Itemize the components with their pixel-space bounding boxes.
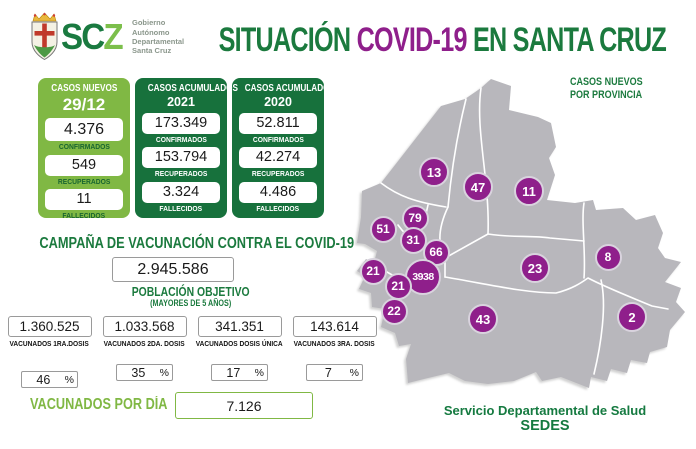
card-title: CASOS NUEVOS [50, 82, 117, 94]
card-casos-nuevos: CASOS NUEVOS 29/12 4.376 CONFIRMADOS 549… [38, 78, 130, 221]
stat-label: RECUPERADOS [154, 169, 208, 179]
page-title: SITUACIÓN COVID-19 EN SANTA CRUZ [218, 20, 666, 59]
stat-label: RECUPERADOS [251, 169, 305, 179]
percent-sign: % [64, 373, 74, 386]
stat-value: 549 [45, 154, 123, 176]
sedes-name: Servicio Departamental de Salud [443, 403, 647, 418]
dose-label: VACUNADOS 1RA.DOSIS [9, 341, 90, 348]
target-population-value: 2.945.586 [112, 257, 234, 282]
stat-value: 173.349 [142, 112, 220, 134]
dose-column-1: 1.360.525 VACUNADOS 1RA.DOSIS [2, 316, 97, 348]
per-day-label: VACUNADOS POR DÍA [30, 396, 168, 413]
stat-value: 4.486 [239, 181, 317, 203]
dose-value: 341.351 [197, 316, 282, 337]
legend-line-1: CASOS NUEVOS [570, 76, 643, 88]
card-title: CASOS ACUMULADOS [147, 82, 238, 94]
sedes-footer: Servicio Departamental de Salud SEDES [400, 403, 690, 434]
dose-column-4: 143.614 VACUNADOS 3RA. DOSIS [287, 316, 382, 348]
stat-label: FALLECIDOS [256, 203, 300, 213]
card-title: CASOS ACUMULADOS [244, 82, 335, 94]
dose-label: VACUNADOS DOSIS ÚNICA [196, 341, 283, 348]
percent-sign: % [159, 366, 169, 379]
card-subtitle: 2021 [167, 94, 195, 109]
percent-sign: % [254, 366, 264, 379]
card-acumulados-2020: CASOS ACUMULADOS 2020 52.811 CONFIRMADOS… [232, 78, 335, 218]
percent-sign: % [349, 366, 359, 379]
logo-subtitle: Gobierno Autónomo Departamental Santa Cr… [132, 18, 185, 56]
dose-label: VACUNADOS 2DA. DOSIS [103, 341, 186, 348]
card-subtitle: 2020 [264, 94, 292, 109]
dose-value: 1.360.525 [7, 316, 92, 337]
scz-logo: SCZ Gobierno Autónomo Departamental Sant… [28, 12, 184, 62]
logo-wordmark: SCZ [61, 16, 124, 57]
stat-label: CONFIRMADOS [58, 142, 110, 152]
stat-value: 153.794 [142, 147, 220, 169]
stat-label: CONFIRMADOS [252, 134, 304, 144]
dose-value: 1.033.568 [102, 316, 187, 337]
map-legend: CASOS NUEVOS POR PROVINCIA [570, 76, 659, 102]
dose-value: 143.614 [292, 316, 377, 337]
case-cards: CASOS NUEVOS 29/12 4.376 CONFIRMADOS 549… [38, 78, 335, 221]
dose-column-3: 341.351 VACUNADOS DOSIS ÚNICA [192, 316, 287, 348]
coat-of-arms-icon [31, 12, 58, 61]
dose-stats-row: 1.360.525 VACUNADOS 1RA.DOSIS 1.033.568 … [2, 316, 382, 348]
dose-percent: 35% [116, 364, 173, 381]
dose-percentages-row: 46% 35% 17% 7% [2, 364, 382, 388]
campaign-title: CAMPAÑA DE VACUNACIÓN CONTRA EL COVID-19 [39, 235, 355, 252]
card-subtitle: 29/12 [62, 94, 106, 114]
dose-percent: 46% [21, 371, 78, 388]
dose-label: VACUNADOS 3RA. DOSIS [293, 341, 376, 348]
dose-percent: 17% [211, 364, 268, 381]
legend-line-2: POR PROVINCIA [570, 89, 643, 102]
stat-label: CONFIRMADOS [155, 134, 207, 144]
target-population-sublabel: (MAYORES DE 5 AÑOS) [150, 298, 232, 308]
stat-value: 4.376 [45, 118, 123, 142]
target-population-label: POBLACIÓN OBJETIVO [132, 284, 250, 299]
stat-label: FALLECIDOS [62, 211, 106, 221]
stat-value: 42.274 [239, 147, 317, 169]
stat-value: 11 [45, 189, 123, 211]
stat-label: RECUPERADOS [57, 176, 111, 186]
stat-label: FALLECIDOS [159, 203, 203, 213]
per-day-value: 7.126 [175, 392, 313, 419]
dose-column-2: 1.033.568 VACUNADOS 2DA. DOSIS [97, 316, 192, 348]
dose-percent: 7% [306, 364, 363, 381]
stat-value: 52.811 [239, 112, 317, 134]
sedes-acronym: SEDES [520, 418, 570, 434]
santa-cruz-province-map [357, 79, 685, 388]
card-acumulados-2021: CASOS ACUMULADOS 2021 173.349 CONFIRMADO… [135, 78, 238, 218]
stat-value: 3.324 [142, 181, 220, 203]
